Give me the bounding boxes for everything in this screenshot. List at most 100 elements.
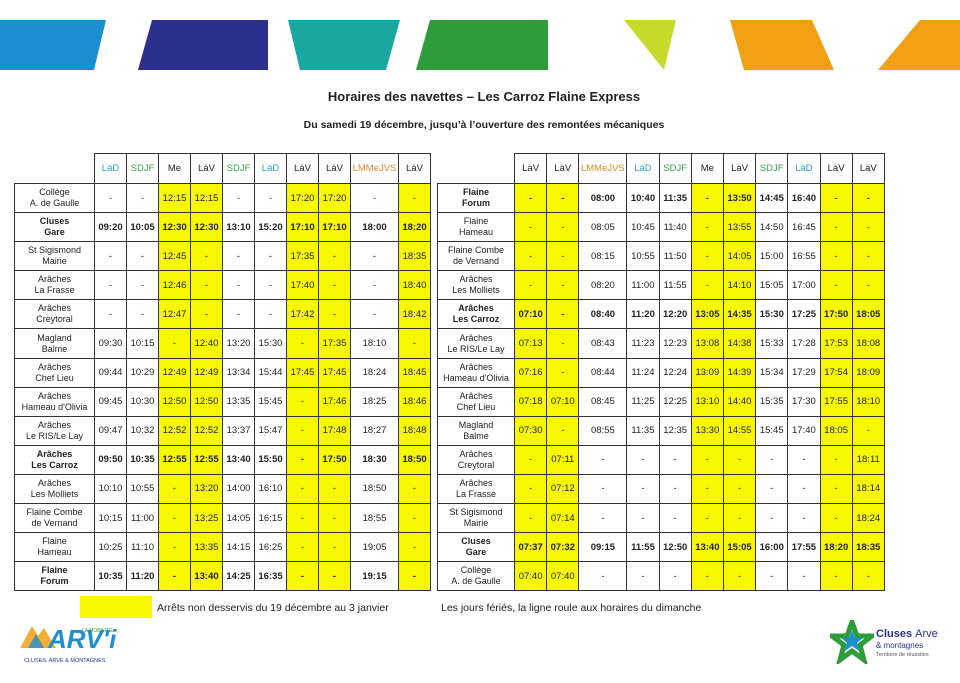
- stop-line: Mairie: [463, 518, 489, 529]
- time-cell: -: [546, 415, 580, 446]
- time-cell: -: [190, 241, 223, 272]
- time-cell: 10:15: [94, 503, 127, 534]
- timetable-row: Arâches Les Carroz 07:10-08:40 11:20 12:20 13…: [437, 299, 885, 330]
- time-cell: 07:13: [513, 328, 548, 359]
- time-cell: -: [254, 299, 287, 330]
- logo-mark: [20, 626, 56, 648]
- time-cell: -: [398, 473, 431, 505]
- time-cell: 17:53: [819, 328, 853, 359]
- time-cell: 15:00: [755, 241, 789, 272]
- time-cell: -: [513, 270, 548, 301]
- time-cell: 17:28: [787, 328, 821, 359]
- time-cell: 14:39: [722, 357, 757, 388]
- time-cell: 14:05: [222, 503, 255, 534]
- time-cell: 17:45: [318, 357, 351, 388]
- timetable: LàV LàV LMMeJVS LàD SDJF Me LàV SDJF LàD LàV LàV Fl…: [437, 153, 885, 592]
- time-cell: -: [690, 212, 724, 243]
- column-header: SDJF: [755, 153, 789, 184]
- time-cell: 19:05: [350, 532, 399, 563]
- time-cell: 13:09: [690, 357, 724, 388]
- stop-line: Collège: [39, 187, 70, 198]
- stop-line: Mairie: [42, 256, 67, 267]
- time-cell: -: [755, 561, 789, 592]
- time-cell: 10:29: [126, 357, 159, 388]
- time-cell: -: [787, 503, 821, 534]
- time-cell: 11:40: [658, 212, 692, 243]
- time-cell: 18:14: [851, 473, 885, 505]
- time-cell: 15:05: [755, 270, 789, 301]
- time-cell: 18:30: [350, 444, 399, 475]
- column-header: LàV: [318, 153, 351, 184]
- time-cell: 08:00: [578, 182, 628, 214]
- column-header: LàD: [94, 153, 127, 184]
- header-row: LàV LàV LMMeJVS LàD SDJF Me LàV SDJF LàD LàV LàV: [438, 153, 885, 184]
- logo-mark: [830, 620, 874, 664]
- time-cell: 18:00: [350, 212, 399, 243]
- time-cell: 11:10: [126, 532, 159, 563]
- time-cell: -: [690, 444, 724, 475]
- time-cell: -: [690, 182, 724, 214]
- time-cell: 12:46: [158, 270, 191, 301]
- stop-line: Arâches: [458, 303, 494, 314]
- time-cell: -: [851, 415, 885, 446]
- column-header: LàV: [190, 153, 223, 184]
- time-cell: -: [546, 357, 580, 388]
- time-cell: -: [286, 386, 319, 417]
- stop-line: Creytoral: [457, 459, 495, 470]
- time-cell: 10:05: [126, 212, 159, 243]
- stop-line: Le RIS/Le Lay: [25, 430, 84, 441]
- stop-line: Arâches: [459, 332, 493, 343]
- logo-word: Cluses: [876, 628, 913, 640]
- timetable-row: Arâches Les Molliets - -08:20 11:00 11:55-14:…: [437, 270, 885, 301]
- time-cell: -: [286, 532, 319, 563]
- timetable-row: Collège A. de Gaulle - -12:15 12:15- -17:20 17…: [14, 182, 431, 214]
- time-cell: 18:08: [851, 328, 885, 359]
- time-cell: 10:15: [126, 328, 159, 359]
- time-cell: -: [94, 182, 127, 214]
- time-cell: -: [722, 503, 757, 534]
- header-row: LàD SDJF Me LàV SDJF LàD LàV LàV LMMeJVS LàV: [15, 153, 431, 184]
- time-cell: 10:25: [94, 532, 127, 563]
- stop-line: Magland: [458, 419, 494, 430]
- stop-name: Arâches Les Carroz: [437, 299, 515, 330]
- stop-line: Le RIS/Le Lay: [447, 343, 505, 354]
- stop-name: Flaine Forum: [14, 561, 95, 592]
- time-cell: -: [350, 299, 399, 330]
- time-cell: 12:55: [190, 444, 223, 475]
- timetable-row: Arâches Creytoral -07:11- - - - - - - -18:11: [437, 444, 885, 475]
- column-header: LMMeJVS: [350, 153, 399, 184]
- banner-shape: [878, 20, 960, 70]
- time-cell: 13:10: [690, 386, 724, 417]
- time-cell: 17:48: [318, 415, 351, 446]
- stop-line: Hameau d'Olivia: [443, 372, 509, 383]
- time-cell: 17:35: [318, 328, 351, 359]
- note: Les jours fériés, la ligne roule aux hor…: [441, 602, 702, 614]
- timetable: LàD SDJF Me LàV SDJF LàD LàV LàV LMMeJVS LàV Collè…: [14, 153, 431, 592]
- time-cell: -: [755, 503, 789, 534]
- stop-line: Arâches: [36, 448, 73, 459]
- timetable-row: Arâches Hameau d'Olivia 07:16-08:44 11:24 12…: [437, 357, 885, 388]
- time-cell: 10:40: [626, 182, 660, 214]
- time-cell: 15:20: [254, 212, 287, 243]
- time-cell: 18:24: [350, 357, 399, 388]
- time-cell: -: [126, 270, 159, 301]
- time-cell: -: [690, 270, 724, 301]
- time-cell: 12:30: [158, 212, 191, 243]
- time-cell: 13:30: [690, 415, 724, 446]
- time-cell: 13:35: [222, 386, 255, 417]
- time-cell: -: [546, 270, 580, 301]
- time-cell: 09:50: [94, 444, 127, 475]
- column-header: Me: [690, 153, 724, 184]
- timetable-row: Arâches Le RIS/Le Lay 07:13-08:43 11:23 12:2…: [437, 328, 885, 359]
- stop-name: Collège A. de Gaulle: [437, 561, 515, 592]
- stop-line: Cluses: [461, 536, 491, 547]
- time-cell: -: [851, 212, 885, 243]
- stop-line: Arâches: [459, 274, 493, 285]
- time-cell: 12:40: [190, 328, 223, 359]
- timetable-row: Flaine Forum 10:35 11:20-13:40 14:25 16:35- -1…: [14, 561, 431, 592]
- time-cell: 17:55: [819, 386, 853, 417]
- time-cell: -: [254, 270, 287, 301]
- stop-line: La Frasse: [455, 488, 497, 499]
- time-cell: 18:09: [851, 357, 885, 388]
- stop-line: Chef Lieu: [456, 401, 496, 412]
